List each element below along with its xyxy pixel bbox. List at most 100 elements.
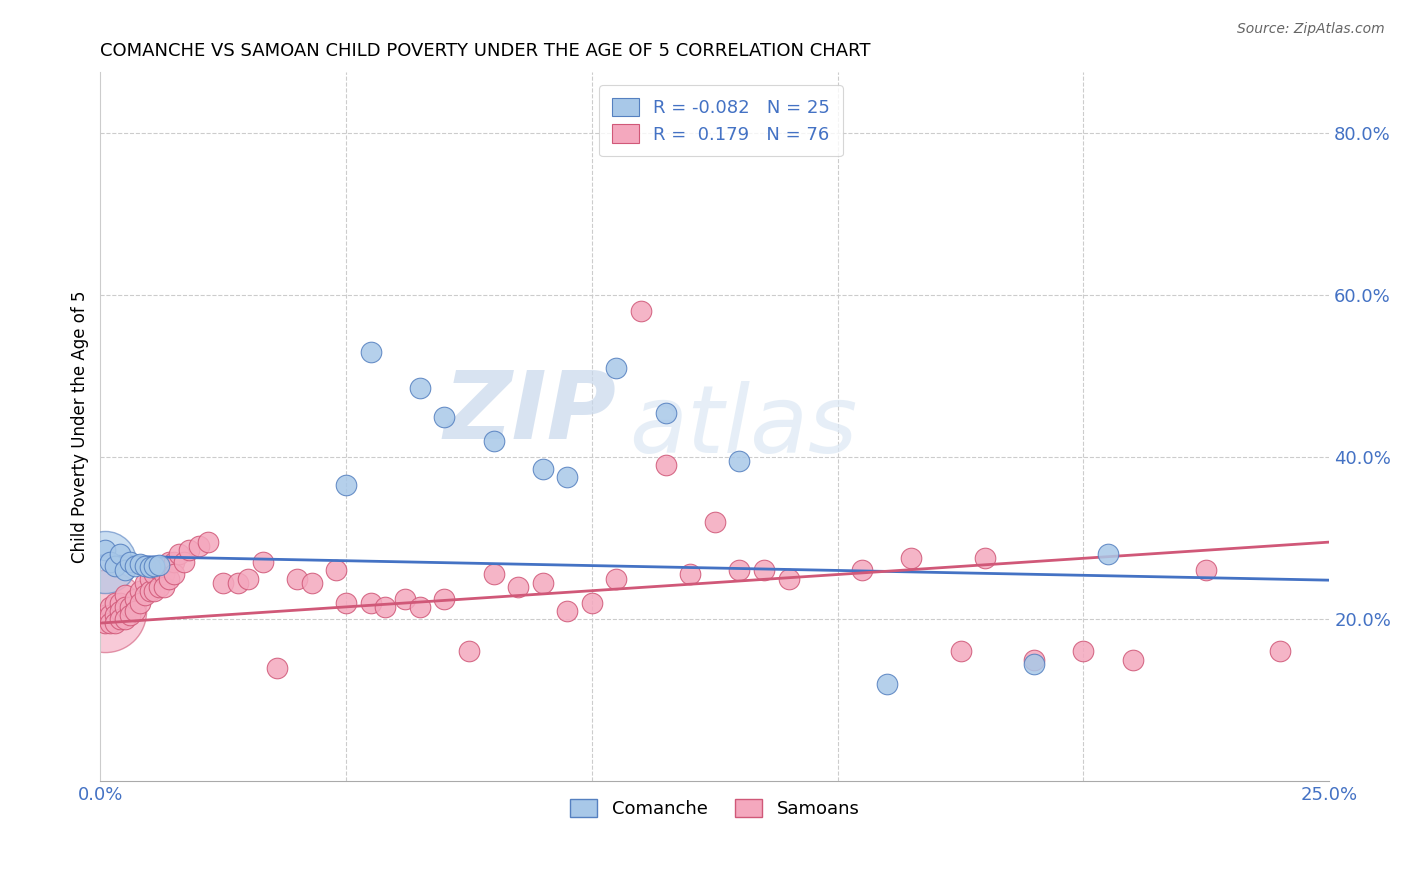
Point: [851, 564, 873, 578]
Point: [752, 564, 775, 578]
Point: [138, 572, 160, 586]
Point: [167, 547, 190, 561]
Point: [581, 596, 603, 610]
Point: [900, 551, 922, 566]
Point: [108, 612, 131, 626]
Point: [1097, 547, 1119, 561]
Point: [433, 591, 456, 606]
Point: [374, 599, 396, 614]
Point: [409, 599, 432, 614]
Point: [285, 572, 308, 586]
Point: [482, 434, 505, 448]
Point: [143, 567, 166, 582]
Point: [94, 543, 117, 558]
Point: [134, 575, 156, 590]
Point: [394, 591, 416, 606]
Point: [98, 607, 121, 622]
Point: [236, 572, 259, 586]
Point: [325, 564, 347, 578]
Point: [124, 559, 146, 574]
Point: [974, 551, 997, 566]
Point: [557, 470, 579, 484]
Point: [114, 599, 136, 614]
Point: [226, 575, 249, 590]
Point: [173, 555, 195, 569]
Point: [557, 604, 579, 618]
Point: [104, 559, 127, 574]
Point: [605, 572, 627, 586]
Point: [157, 555, 180, 569]
Point: [94, 555, 117, 569]
Point: [124, 604, 146, 618]
Point: [143, 583, 166, 598]
Point: [1268, 644, 1291, 658]
Point: [98, 555, 121, 569]
Point: [360, 596, 382, 610]
Point: [1024, 652, 1046, 666]
Point: [153, 567, 176, 582]
Point: [157, 572, 180, 586]
Point: [335, 478, 357, 492]
Point: [118, 555, 141, 569]
Point: [335, 596, 357, 610]
Point: [128, 583, 150, 598]
Point: [654, 458, 676, 472]
Point: [114, 588, 136, 602]
Point: [1122, 652, 1144, 666]
Point: [124, 591, 146, 606]
Text: Source: ZipAtlas.com: Source: ZipAtlas.com: [1237, 22, 1385, 37]
Point: [679, 567, 702, 582]
Point: [148, 558, 170, 572]
Point: [98, 599, 121, 614]
Point: [94, 607, 117, 622]
Point: [108, 604, 131, 618]
Point: [138, 583, 160, 598]
Point: [1195, 564, 1218, 578]
Point: [531, 462, 554, 476]
Point: [148, 564, 170, 578]
Point: [778, 572, 800, 586]
Point: [197, 535, 219, 549]
Text: ZIP: ZIP: [444, 367, 616, 458]
Point: [108, 547, 131, 561]
Point: [163, 567, 186, 582]
Point: [458, 644, 481, 658]
Point: [114, 564, 136, 578]
Text: COMANCHE VS SAMOAN CHILD POVERTY UNDER THE AGE OF 5 CORRELATION CHART: COMANCHE VS SAMOAN CHILD POVERTY UNDER T…: [100, 42, 870, 60]
Point: [266, 660, 288, 674]
Point: [360, 344, 382, 359]
Point: [252, 555, 274, 569]
Point: [433, 409, 456, 424]
Point: [118, 599, 141, 614]
Point: [703, 515, 725, 529]
Point: [508, 580, 530, 594]
Point: [143, 559, 166, 574]
Point: [630, 304, 652, 318]
Point: [118, 607, 141, 622]
Point: [94, 616, 117, 631]
Point: [1024, 657, 1046, 671]
Legend: Comanche, Samoans: Comanche, Samoans: [564, 791, 866, 825]
Point: [148, 580, 170, 594]
Point: [98, 616, 121, 631]
Point: [605, 361, 627, 376]
Point: [128, 557, 150, 571]
Point: [949, 644, 972, 658]
Point: [134, 559, 156, 574]
Point: [212, 575, 235, 590]
Point: [482, 567, 505, 582]
Point: [114, 612, 136, 626]
Point: [138, 560, 160, 574]
Point: [1073, 644, 1095, 658]
Point: [728, 564, 751, 578]
Point: [177, 543, 200, 558]
Point: [409, 381, 432, 395]
Text: atlas: atlas: [628, 381, 858, 472]
Point: [163, 555, 186, 569]
Point: [104, 596, 127, 610]
Point: [134, 588, 156, 602]
Point: [128, 596, 150, 610]
Point: [531, 575, 554, 590]
Point: [104, 607, 127, 622]
Point: [654, 405, 676, 419]
